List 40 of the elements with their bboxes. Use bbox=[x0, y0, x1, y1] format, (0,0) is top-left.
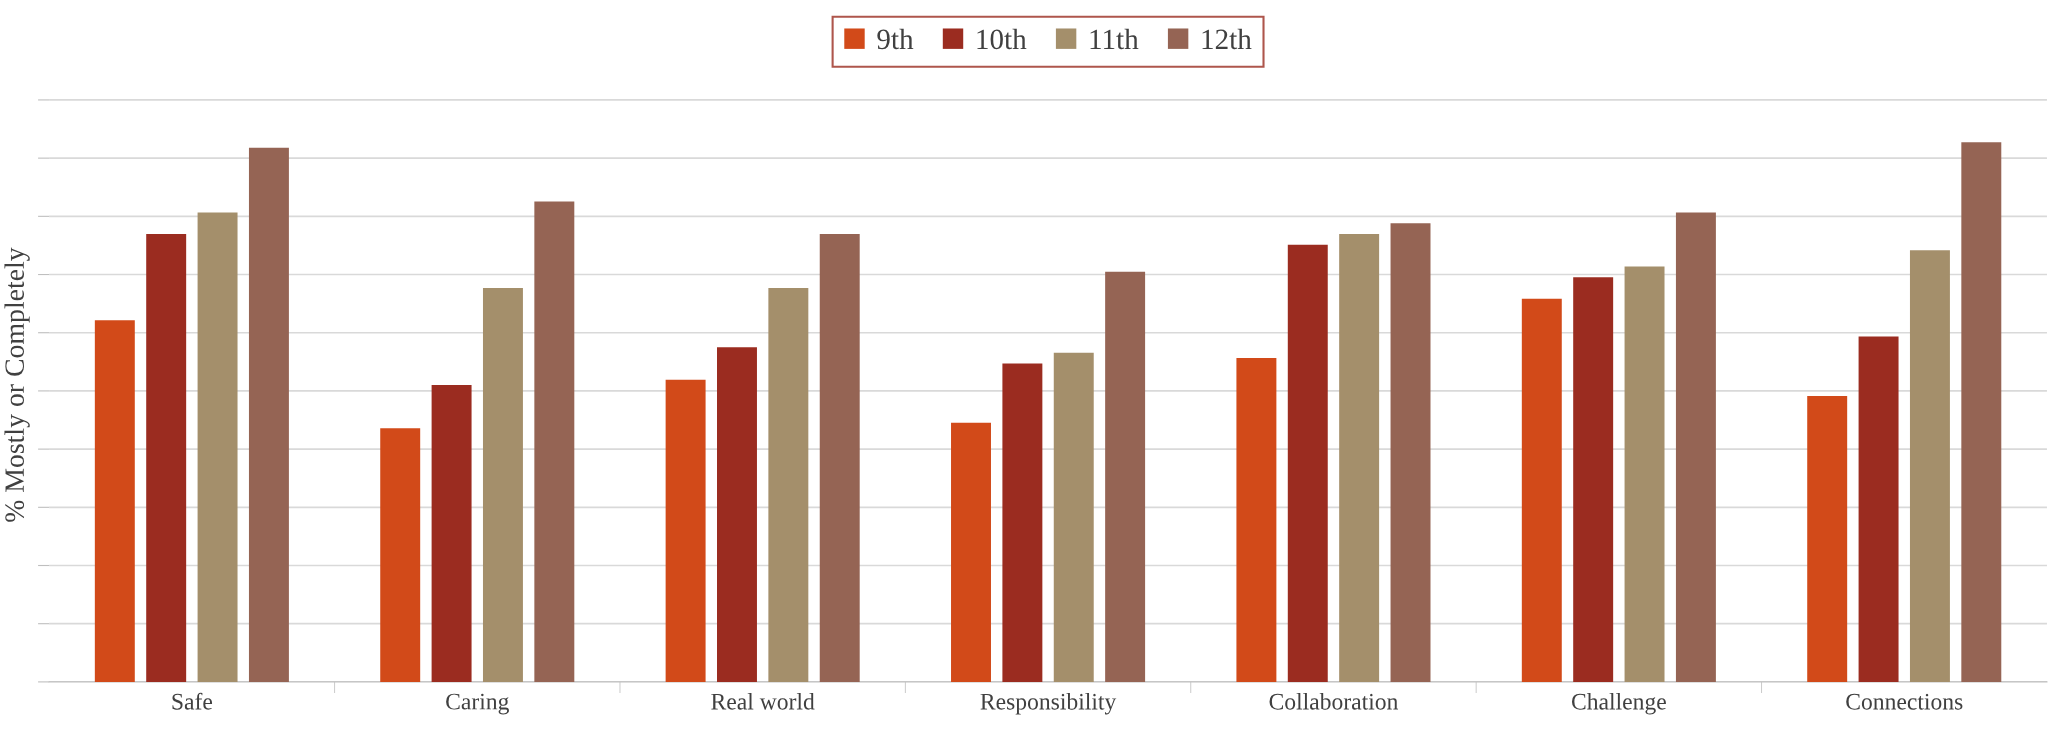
bar bbox=[665, 379, 706, 682]
bar bbox=[197, 212, 238, 682]
bar bbox=[1339, 234, 1380, 682]
bar bbox=[951, 422, 991, 682]
bar bbox=[1858, 336, 1899, 682]
x-tick-label: Challenge bbox=[1571, 693, 1666, 715]
bar bbox=[1105, 271, 1146, 682]
bar bbox=[1624, 266, 1665, 682]
x-tick-label: Safe bbox=[172, 692, 213, 710]
bar bbox=[248, 147, 289, 682]
bar bbox=[1573, 277, 1614, 682]
bar bbox=[534, 201, 575, 682]
legend-label: 12th bbox=[1202, 28, 1252, 50]
bar bbox=[717, 347, 757, 682]
y-axis-title: % Mostly or Completely bbox=[4, 247, 30, 522]
bar bbox=[1236, 358, 1277, 682]
bar bbox=[819, 234, 860, 682]
bar bbox=[380, 428, 421, 682]
bar bbox=[1521, 298, 1562, 682]
bar bbox=[1961, 142, 2002, 682]
x-tick-label: Responsibility bbox=[980, 693, 1117, 715]
bar bbox=[1002, 363, 1043, 682]
x-tick-label: Caring bbox=[446, 693, 509, 715]
bar bbox=[482, 287, 523, 682]
bar bbox=[431, 385, 472, 682]
bar bbox=[1909, 250, 1950, 682]
bar bbox=[94, 320, 135, 682]
legend-label: 9th bbox=[877, 28, 914, 50]
bar bbox=[1053, 352, 1094, 682]
legend-label: 10th bbox=[977, 28, 1027, 50]
bar bbox=[1390, 223, 1431, 682]
bar bbox=[146, 234, 187, 682]
x-tick-label: Connections bbox=[1846, 693, 1963, 710]
bar bbox=[1807, 395, 1848, 682]
x-tick-label: Collaboration bbox=[1269, 693, 1399, 710]
x-tick-label: Real world bbox=[711, 693, 815, 710]
bar bbox=[768, 287, 809, 682]
legend-label: 11th bbox=[1090, 28, 1139, 50]
bar bbox=[1675, 212, 1716, 682]
bar bbox=[1287, 244, 1328, 682]
